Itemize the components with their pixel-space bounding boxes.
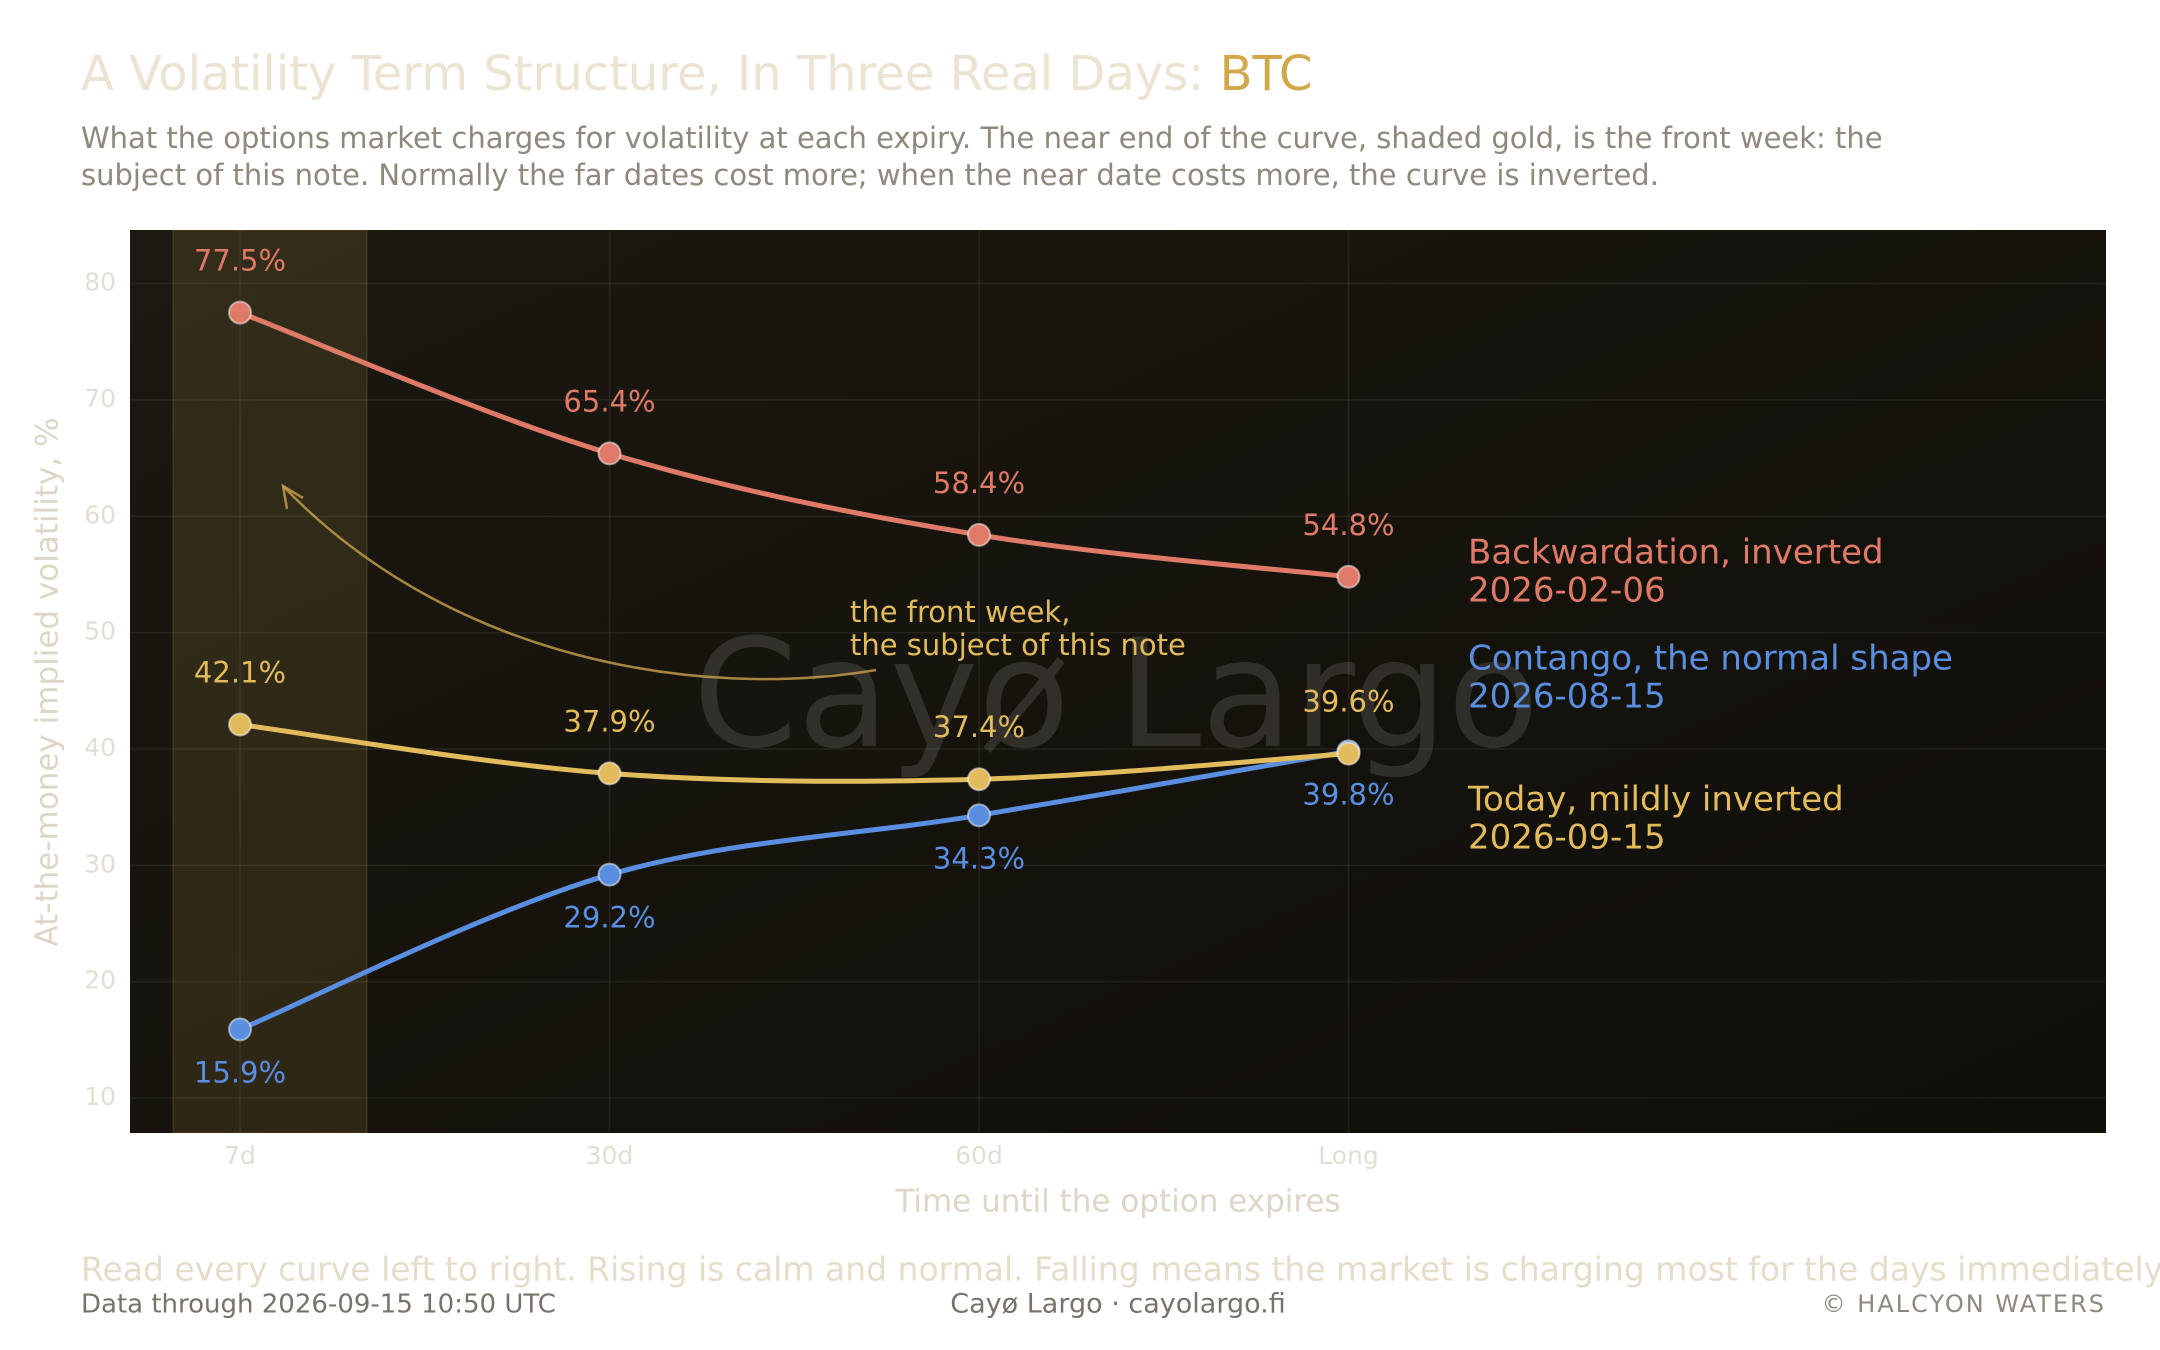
x-tick-label: 7d [224,1141,256,1170]
x-tick-label: 30d [586,1141,634,1170]
brand: Cayø Largo · cayolargo.fi [950,1289,1285,1320]
data-label: 37.9% [563,704,655,738]
data-point [597,441,622,466]
data-point [228,1017,252,1042]
footer-note: Read every curve left to right. Rising i… [81,1250,2160,1289]
data-point [597,761,622,786]
data-point [1336,564,1361,589]
data-label: 29.2% [563,901,655,935]
annotation: the subject of this note [850,628,1186,662]
data-point [597,862,622,887]
data-through: Data through 2026-09-15 10:50 UTC [81,1290,556,1320]
data-label: 54.8% [1302,508,1394,542]
series-line [239,310,1349,580]
x-axis-title: Time until the option expires [894,1184,1340,1220]
chart-title: A Volatility Term Structure, In Three Re… [81,46,1313,102]
legend-entry: Contango, the normal shape [1468,639,1953,679]
data-point [228,300,252,325]
y-axis-title: At-the-money implied volatility, % [30,417,66,946]
annotation: the front week, [850,595,1070,629]
y-tick-label: 50 [84,617,116,646]
legend-entry: Today, mildly inverted [1467,780,1844,820]
data-label: 34.3% [933,841,1025,875]
data-point [967,803,991,828]
data-label: 39.6% [1302,685,1394,719]
data-point [967,522,991,547]
data-label: 42.1% [194,656,286,690]
data-label: 15.9% [194,1055,286,1089]
y-tick-label: 70 [84,384,116,413]
legend-date: 2026-09-15 [1468,818,1666,858]
y-tick-label: 60 [84,500,116,529]
legend-date: 2026-08-15 [1468,677,1666,717]
plot-background [130,230,2106,1133]
series-line [239,722,1349,784]
y-tick-label: 40 [84,733,116,762]
data-label: 65.4% [563,384,655,418]
data-label: 77.5% [194,244,286,278]
data-point [967,767,991,792]
legend-date: 2026-02-06 [1468,571,1666,611]
watermark: Cayø Largo [693,608,1539,782]
data-label: 37.4% [933,710,1025,744]
data-point [1336,741,1361,766]
legend-entry: Backwardation, inverted [1468,533,1884,573]
annotation-arrow [282,485,877,681]
subtitle: subject of this note. Normally the far d… [81,158,1659,192]
x-tick-label: Long [1318,1141,1379,1170]
front-week-shade [172,229,368,1134]
y-tick-label: 10 [84,1082,116,1111]
y-tick-label: 30 [84,849,116,878]
series-line [239,748,1349,1032]
annotation-arrowhead [281,483,304,510]
subtitle: What the options market charges for vola… [81,121,1883,155]
data-point [228,712,252,737]
x-tick-label: 60d [955,1141,1003,1170]
copyright: © HALCYON WATERS [1822,1290,2106,1318]
y-tick-label: 20 [84,966,116,995]
y-tick-label: 80 [84,268,116,297]
data-label: 39.8% [1302,777,1394,811]
data-label: 58.4% [933,466,1025,500]
